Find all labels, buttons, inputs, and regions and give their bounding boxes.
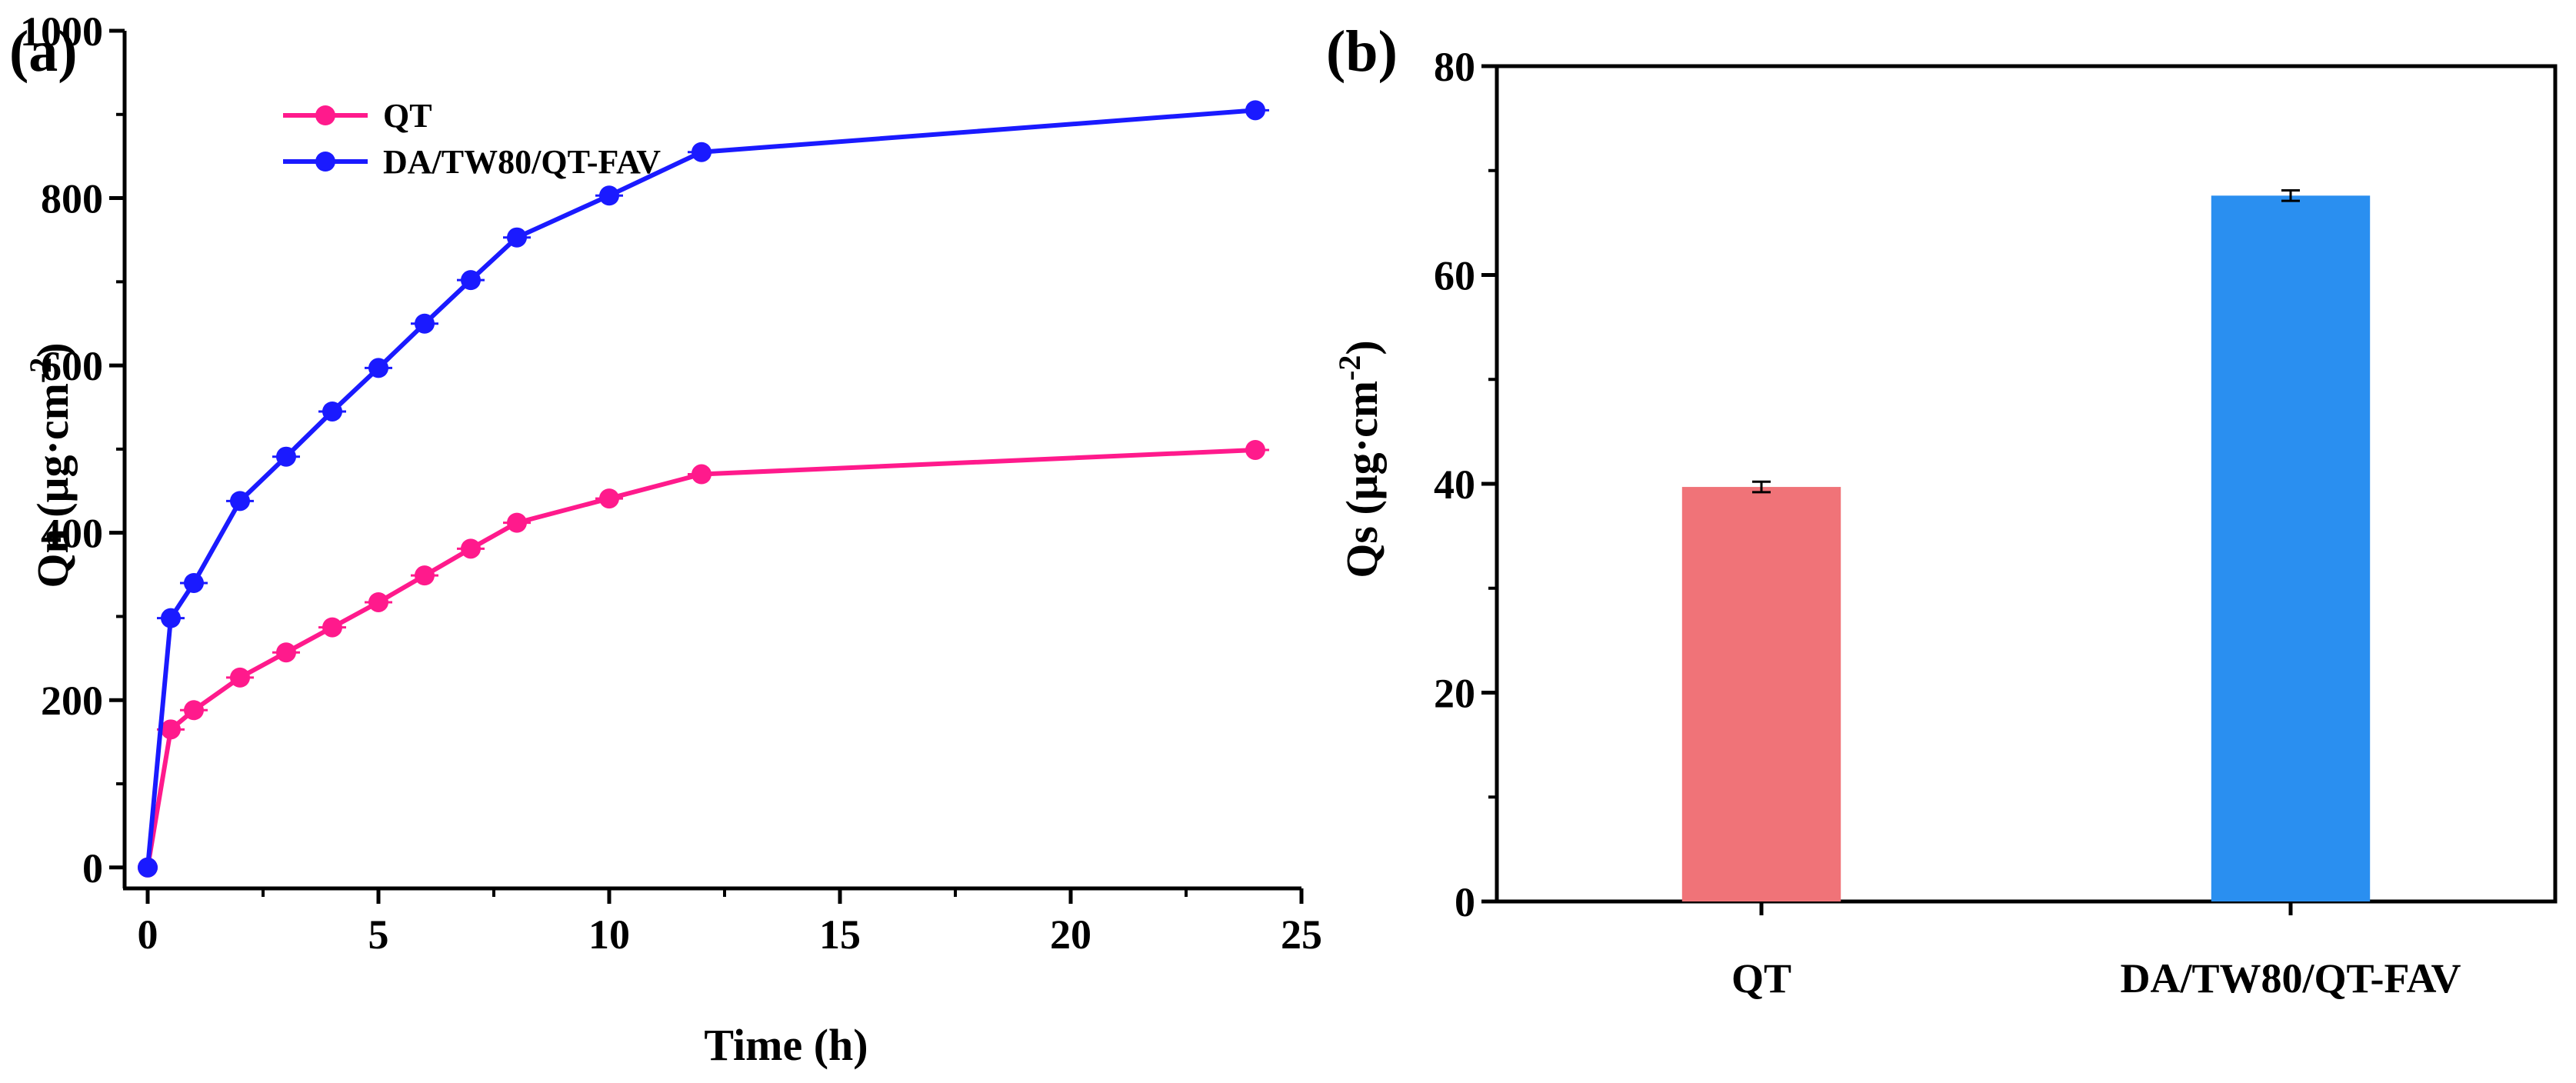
series-0-point: [276, 642, 296, 663]
panel-b-y-tick-label: 0: [1455, 879, 1475, 925]
panel-b-y-axis-title: Qs (μg·cm-2): [1332, 340, 1387, 578]
series-0-point: [161, 719, 181, 740]
panel-b-category-label: DA/TW80/QT-FAV: [2120, 955, 2461, 1001]
series-1-point: [161, 608, 181, 628]
series-0-point: [691, 464, 711, 485]
series-1-point: [691, 142, 711, 162]
series-1-point: [276, 446, 296, 467]
legend-qt-label: QT: [383, 97, 432, 135]
series-0-point: [1245, 439, 1265, 460]
series-0-point: [230, 667, 250, 688]
panel-b-bar-chart: (b) 0 20 40 60 80 QT DA/TW80/QT-FAV Qs (μg·cm-…: [1326, 19, 2558, 1001]
panel-b-y-tick-label: 80: [1434, 44, 1475, 90]
panel-b-frame: [1495, 64, 2558, 904]
series-0-point: [368, 591, 388, 612]
series-0-point: [322, 617, 342, 638]
legend-fav-label: DA/TW80/QT-FAV: [383, 143, 661, 181]
panel-a-x-tick-label: 25: [1281, 911, 1322, 958]
panel-a-x-tick-label: 20: [1050, 911, 1091, 958]
panel-a-y-tick-label: 600: [41, 343, 103, 389]
panel-b-category-label: QT: [1731, 955, 1791, 1001]
series-1-point: [415, 313, 435, 334]
panel-a-x-tick-label: 10: [588, 911, 630, 958]
panel-a-y-tick-label: 800: [41, 176, 103, 222]
panel-a-x-axis-title: Time (h): [704, 1020, 868, 1070]
panel-a-label: (a): [9, 19, 78, 84]
legend-fav-marker: [315, 152, 335, 172]
series-1-point: [184, 572, 204, 593]
panel-a-y-axis-title: Qn (μg·cm-2): [23, 342, 78, 588]
panel-a-y-tick-label: 1000: [20, 8, 103, 55]
panel-a-x-tick-label: 15: [819, 911, 861, 958]
bar-da-tw80-qt-fav: [2211, 195, 2371, 901]
legend-qt-marker: [315, 105, 335, 125]
series-0-point: [507, 512, 527, 533]
series-0-point: [184, 700, 204, 721]
panel-a-y-tick-label: 0: [82, 845, 103, 891]
series-line-0: [145, 447, 1256, 868]
panel-b-y-tick-label: 40: [1434, 462, 1475, 508]
series-line-1: [145, 108, 1256, 868]
series-0-point: [461, 538, 481, 559]
series-1-point: [322, 401, 342, 422]
series-1-point: [138, 857, 158, 878]
series-1-point: [1245, 100, 1265, 121]
panel-a-line-chart: (a) 0 200 400 600 800 1000 0 5 10 15 20 25 Time (h)…: [9, 8, 1322, 1070]
panel-b-y-tick-label: 60: [1434, 253, 1475, 299]
panel-a-axes: 0 200 400 600 800 1000 0 5 10 15 20 25: [20, 8, 1322, 958]
panel-a-series: [138, 100, 1269, 878]
series-1-point: [230, 491, 250, 512]
panel-b-axes: 0 20 40 60 80 QT DA/TW80/QT-FAV: [1434, 44, 2558, 1001]
panel-a-x-tick-label: 0: [138, 911, 158, 958]
series-1-point: [599, 185, 619, 206]
panel-a-legend: QT DA/TW80/QT-FAV: [283, 97, 661, 181]
panel-b-bars: [1681, 189, 2371, 901]
bar-qt: [1681, 487, 1841, 901]
panel-b-y-tick-label: 20: [1434, 671, 1475, 717]
panel-a-x-tick-label: 5: [368, 911, 389, 958]
series-1-point: [461, 270, 481, 291]
series-1-point: [368, 358, 388, 378]
series-0-point: [599, 488, 619, 509]
panel-a-y-tick-label: 200: [41, 678, 103, 724]
panel-a-y-tick-label: 400: [41, 511, 103, 557]
series-0-point: [415, 565, 435, 586]
series-1-point: [507, 227, 527, 248]
panel-b-label: (b): [1326, 19, 1398, 84]
